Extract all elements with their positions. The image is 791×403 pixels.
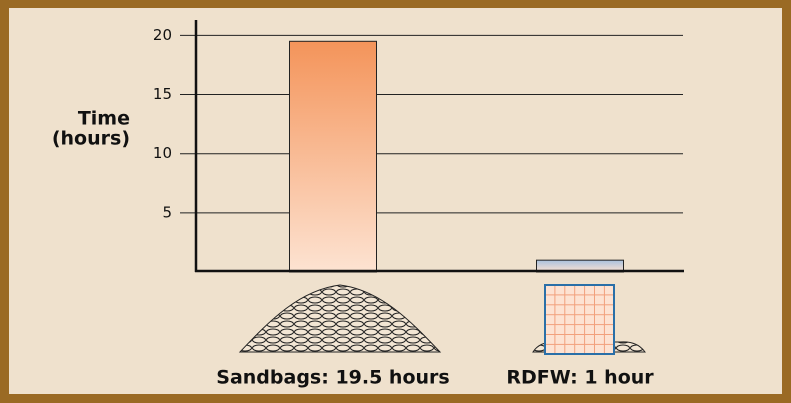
- y-label: Time: [78, 108, 130, 130]
- x-tick-label: RDFW: 1 hour: [506, 367, 654, 389]
- y-tick-label: 15: [153, 85, 172, 103]
- y-tick-label: 10: [153, 144, 172, 162]
- x-tick-label: Sandbags: 19.5 hours: [216, 367, 449, 389]
- y-tick-label: 20: [153, 26, 172, 44]
- rdfw-icon: [545, 285, 614, 354]
- bar: [290, 41, 377, 272]
- chart: Time (hours) 5 10 15 20 Sandbags: 19.5 hour…: [0, 0, 791, 403]
- page: Time (hours) 5 10 15 20 Sandbags: 19.5 hour…: [0, 0, 791, 403]
- y-label: (hours): [52, 128, 130, 150]
- y-tick-label: 5: [162, 203, 172, 221]
